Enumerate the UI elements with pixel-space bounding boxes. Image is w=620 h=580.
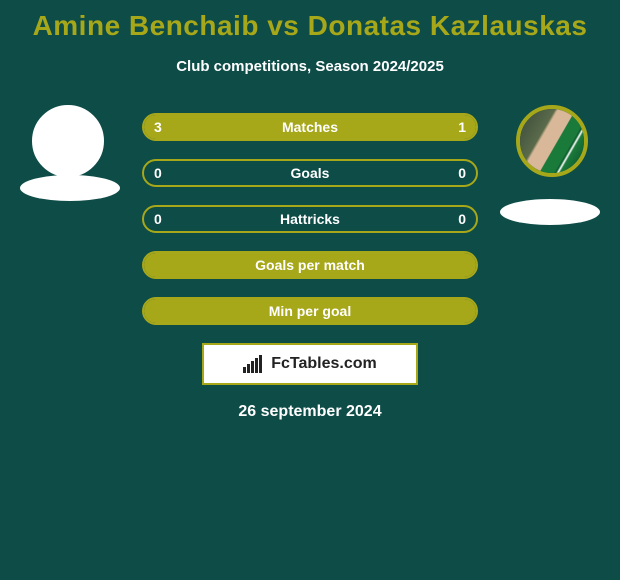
stat-bars: Matches31Goals00Hattricks00Goals per mat… [142,113,478,325]
player-right-photo [520,109,584,173]
player-right-shadow [500,199,600,225]
stat-label: Hattricks [144,207,476,231]
stat-label: Goals [144,161,476,185]
subtitle: Club competitions, Season 2024/2025 [0,58,620,75]
comparison-infographic: Amine Benchaib vs Donatas Kazlauskas Clu… [0,0,620,580]
stat-value-right: 1 [458,115,466,139]
player-left-avatar [32,105,104,177]
stat-row: Min per goal [142,297,478,325]
player-left-shadow [20,175,120,201]
date-label: 26 september 2024 [0,403,620,421]
stat-row: Matches3 1 [142,113,478,141]
logo-box: FcTables.com [202,343,418,385]
logo-text: FcTables.com [271,355,377,373]
stat-row: Goals0 0 [142,159,478,187]
page-title: Amine Benchaib vs Donatas Kazlauskas [0,0,620,42]
stat-row: Goals per match [142,251,478,279]
stat-label: Matches [144,115,476,139]
main-content: Matches31Goals00Hattricks00Goals per mat… [0,113,620,421]
stat-value-right: 0 [458,207,466,231]
barchart-icon [243,355,265,373]
stat-row: Hattricks0 0 [142,205,478,233]
stat-value-left: 0 [154,207,162,231]
stat-value-left: 3 [154,115,162,139]
stat-value-right: 0 [458,161,466,185]
stat-label: Min per goal [144,299,476,323]
player-right-avatar [516,105,588,177]
stat-value-left: 0 [154,161,162,185]
stat-label: Goals per match [144,253,476,277]
